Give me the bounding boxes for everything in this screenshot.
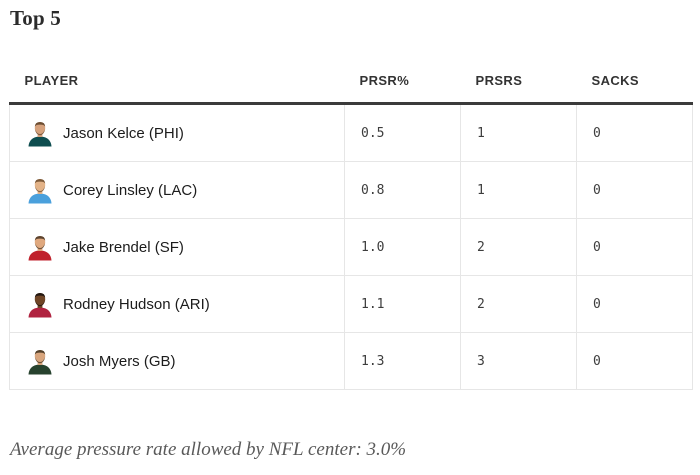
table-row: Jake Brendel (SF) 1.0 2 0 [9,218,693,276]
stat-cell-prsr-pct: 0.5 [344,103,461,162]
column-header-prsrs: PRSRS [460,58,577,105]
player-name: Rodney Hudson (ARI) [63,295,210,313]
stat-cell-sacks: 0 [576,103,693,162]
player-name: Corey Linsley (LAC) [63,181,198,199]
table-row: Corey Linsley (LAC) 0.8 1 0 [9,161,693,219]
player-name: Jake Brendel (SF) [63,238,184,256]
footnote: Average pressure rate allowed by NFL cen… [10,439,407,460]
player-name: Josh Myers (GB) [63,352,176,370]
player-headshot-icon [28,236,52,261]
page-title: Top 5 [10,6,62,30]
stat-cell-prsr-pct: 1.3 [344,332,461,390]
table-row: Josh Myers (GB) 1.3 3 0 [9,332,693,390]
stat-cell-prsrs: 2 [460,218,577,276]
stat-cell-prsrs: 1 [460,103,577,162]
stat-cell-sacks: 0 [576,161,693,219]
stat-cell-prsrs: 1 [460,161,577,219]
table-row: Jason Kelce (PHI) 0.5 1 0 [9,103,693,162]
player-cell: Corey Linsley (LAC) [9,161,345,219]
player-headshot-icon [28,293,52,318]
column-header-player: PLAYER [9,58,345,105]
player-cell: Jake Brendel (SF) [9,218,345,276]
player-cell: Josh Myers (GB) [9,332,345,390]
player-cell: Rodney Hudson (ARI) [9,275,345,333]
column-header-sacks: SACKS [576,58,693,105]
table-header: PLAYER PRSR% PRSRS SACKS [9,58,693,105]
player-headshot-icon [28,350,52,375]
player-headshot-icon [28,179,52,204]
stat-cell-prsr-pct: 1.0 [344,218,461,276]
stat-cell-prsr-pct: 0.8 [344,161,461,219]
table-row: Rodney Hudson (ARI) 1.1 2 0 [9,275,693,333]
column-header-prsr-pct: PRSR% [344,58,461,105]
stat-cell-prsrs: 2 [460,275,577,333]
stat-cell-sacks: 0 [576,275,693,333]
top5-table: PLAYER PRSR% PRSRS SACKS Jason Kelce (PH… [9,58,693,390]
stat-cell-prsr-pct: 1.1 [344,275,461,333]
stat-cell-sacks: 0 [576,332,693,390]
table-body: Jason Kelce (PHI) 0.5 1 0 Corey Linsley (LAC… [9,103,693,390]
player-headshot-icon [28,122,52,147]
stat-cell-sacks: 0 [576,218,693,276]
stat-cell-prsrs: 3 [460,332,577,390]
player-cell: Jason Kelce (PHI) [9,103,345,162]
player-name: Jason Kelce (PHI) [63,124,184,142]
